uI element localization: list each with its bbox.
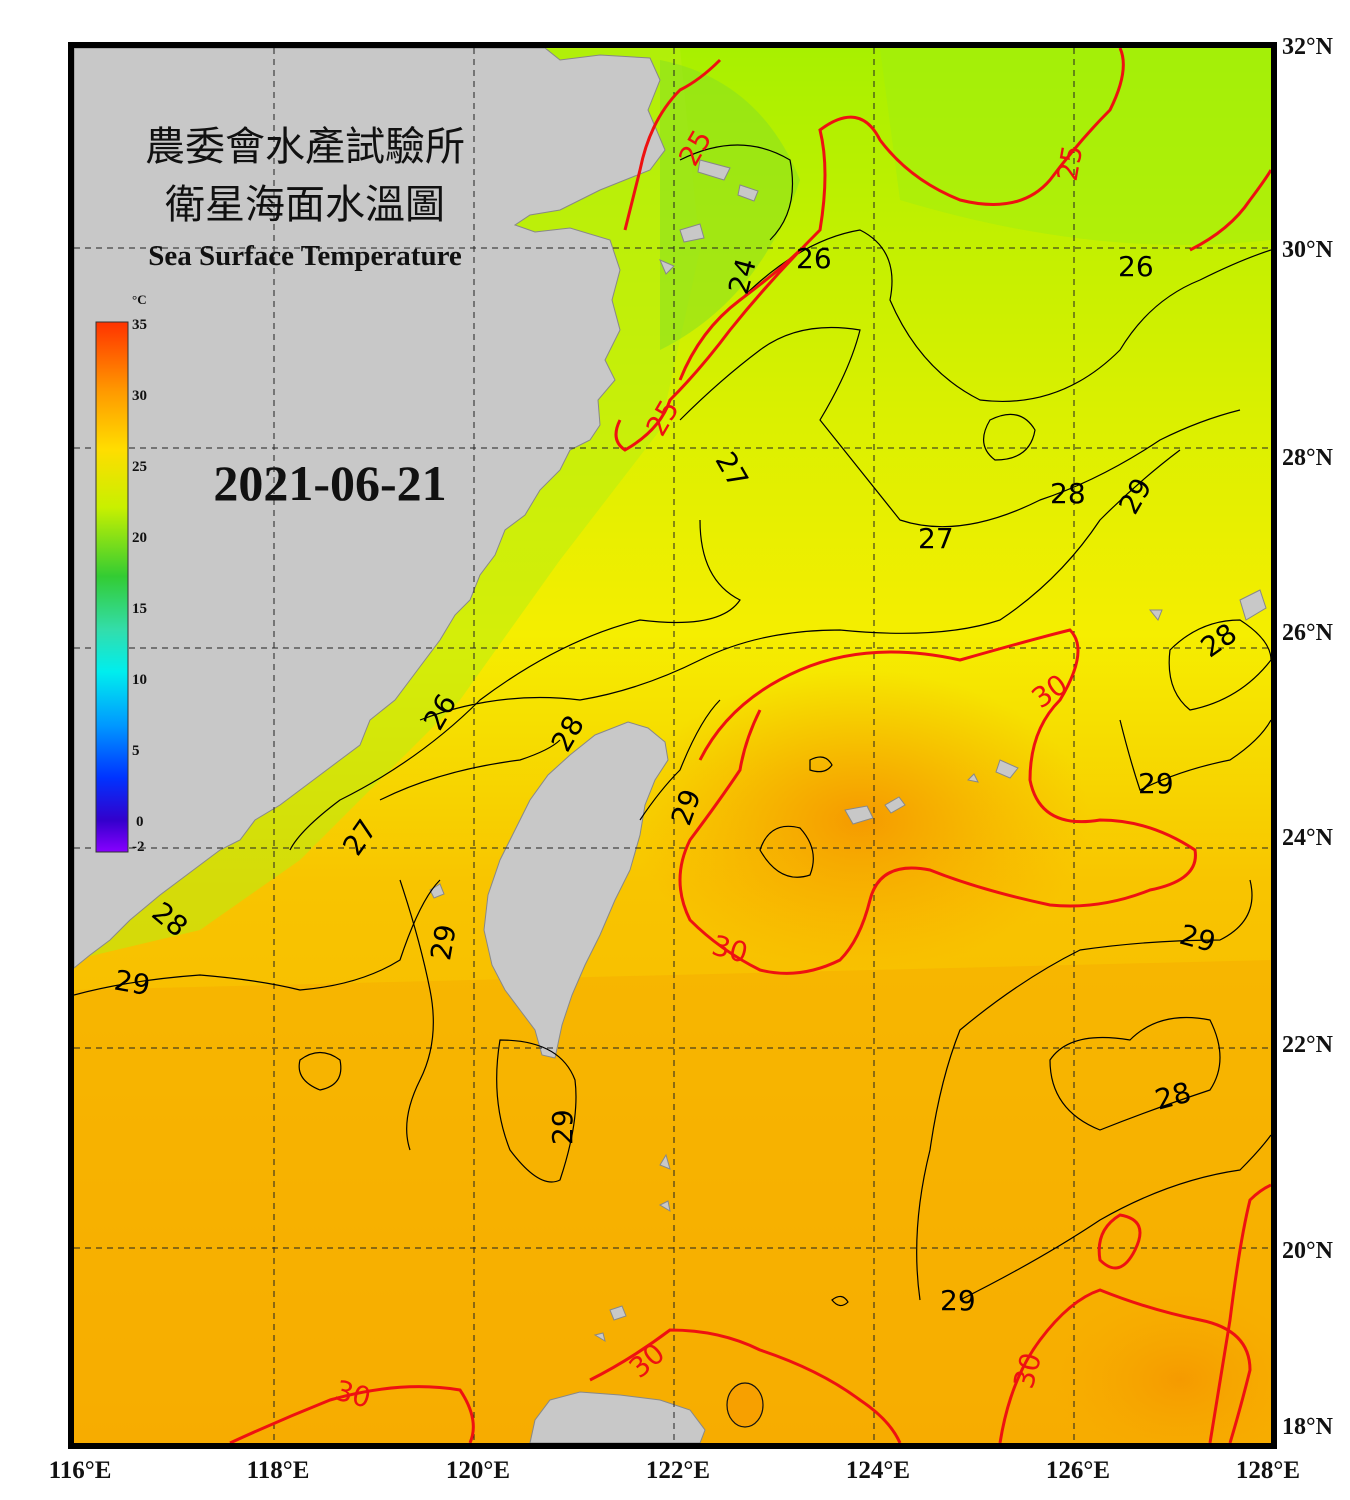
lon-label-122: 122°E bbox=[646, 1457, 710, 1484]
isotherm-28-south bbox=[419, 449, 1181, 721]
colorbar-tick-5: 5 bbox=[132, 743, 140, 759]
isotherm-27-west bbox=[289, 519, 741, 851]
isotherm-29-taiwan-west bbox=[399, 879, 434, 1151]
isotherm-29-low bbox=[959, 1134, 1271, 1301]
label-29-b: 29 bbox=[1138, 767, 1174, 800]
lat-label-26: 26°N bbox=[1282, 620, 1334, 646]
isotherm-29-small-loop bbox=[809, 756, 833, 773]
isotherm-29-small-loop2 bbox=[831, 1295, 849, 1307]
lat-label-24: 24°N bbox=[1282, 825, 1334, 851]
isotherm-30-kuroshio bbox=[678, 628, 1197, 975]
lon-label-116: 116°E bbox=[49, 1457, 112, 1484]
cold-water-patch bbox=[660, 60, 800, 350]
label-29-f: 29 bbox=[424, 922, 463, 963]
lon-label-124: 124°E bbox=[846, 1457, 910, 1484]
lat-label-20: 20°N bbox=[1282, 1238, 1334, 1264]
isotherm-28-loop-se bbox=[1049, 1016, 1221, 1131]
latitude-labels: 32°N 30°N 28°N 26°N 24°N 22°N 20°N 18°N bbox=[1282, 34, 1334, 1440]
isotherm-30-se bbox=[998, 1288, 1252, 1443]
isotherm-29-southeast bbox=[916, 879, 1253, 1301]
title-en: Sea Surface Temperature bbox=[148, 240, 462, 272]
isotherm-28-coast bbox=[379, 739, 561, 801]
isotherm-25-coastal bbox=[623, 58, 722, 231]
isotherm-28-east bbox=[1168, 619, 1271, 711]
isotherm-30-se-loop bbox=[1097, 1213, 1142, 1270]
lat-label-30: 30°N bbox=[1282, 237, 1334, 263]
label-26-a: 26 bbox=[796, 242, 832, 275]
isotherm-25-ne bbox=[1189, 169, 1271, 252]
isotherms-major bbox=[229, 48, 1271, 1443]
colorbar-unit: °C bbox=[132, 292, 147, 307]
isotherm-24-north bbox=[679, 144, 794, 241]
date-label: 2021-06-21 bbox=[213, 455, 446, 511]
label-26-b: 26 bbox=[1118, 250, 1154, 283]
southern-warm-water bbox=[74, 960, 1271, 1443]
isotherm-25-inner bbox=[614, 48, 1125, 452]
lon-label-120: 120°E bbox=[446, 1457, 510, 1484]
isotherm-30-luzon bbox=[589, 1328, 902, 1443]
colorbar: °C 35 30 25 20 15 10 5 0 -2 bbox=[95, 292, 147, 855]
colorbar-tick-neg2: -2 bbox=[132, 839, 145, 855]
lat-label-18: 18°N bbox=[1282, 1414, 1334, 1440]
label-29-e: 29 bbox=[112, 964, 153, 1003]
isotherm-25-offshore bbox=[678, 248, 802, 381]
label-27-b: 27 bbox=[918, 522, 954, 555]
isotherm-26-loop bbox=[983, 413, 1036, 461]
label-29-h: 29 bbox=[940, 1284, 976, 1317]
longitude-labels: 116°E 118°E 120°E 122°E 124°E 126°E 128°… bbox=[49, 1457, 1300, 1484]
isotherm-29-strait bbox=[639, 699, 721, 821]
colorbar-gradient bbox=[95, 321, 129, 853]
lat-label-32: 32°N bbox=[1282, 34, 1334, 60]
lon-label-118: 118°E bbox=[247, 1457, 310, 1484]
title-zh-line1: 農委會水產試驗所 bbox=[145, 124, 465, 170]
label-28-a: 28 bbox=[1050, 477, 1086, 510]
lon-label-126: 126°E bbox=[1046, 1457, 1110, 1484]
label-25-b: 25 bbox=[1051, 143, 1090, 184]
colorbar-tick-15: 15 bbox=[132, 601, 147, 617]
colorbar-tick-10: 10 bbox=[132, 672, 147, 688]
isotherm-29-east bbox=[1119, 719, 1271, 791]
colorbar-tick-25: 25 bbox=[132, 459, 147, 475]
land-mainland bbox=[74, 48, 666, 969]
colorbar-tick-20: 20 bbox=[132, 530, 147, 546]
label-29-g: 29 bbox=[546, 1109, 579, 1145]
small-islands bbox=[429, 159, 1267, 1428]
isotherm-29-loop bbox=[298, 1051, 342, 1091]
colorbar-tick-35: 35 bbox=[132, 317, 147, 333]
lon-label-128: 128°E bbox=[1236, 1457, 1300, 1484]
isotherm-29-west bbox=[74, 879, 441, 996]
isotherm-27 bbox=[679, 326, 1241, 528]
graticule bbox=[74, 48, 1271, 1443]
map-area: 25 25 25 24 26 26 26 27 27 27 28 28 28 2… bbox=[74, 48, 1271, 1443]
isotherms-minor bbox=[74, 144, 1271, 1307]
map-frame bbox=[68, 42, 1277, 1449]
land-luzon bbox=[529, 1391, 706, 1443]
isotherm-30-south bbox=[229, 1385, 475, 1443]
isotherm-30-core bbox=[759, 825, 814, 878]
lat-label-22: 22°N bbox=[1282, 1032, 1334, 1058]
isotherm-26-north bbox=[739, 229, 1271, 403]
isotherm-30-east bbox=[1208, 1183, 1271, 1443]
title-block: 農委會水產試驗所 衛星海面水溫圖 Sea Surface Temperature… bbox=[145, 124, 465, 511]
isotherm-29-taiwan-south bbox=[496, 1039, 577, 1183]
colorbar-tick-30: 30 bbox=[132, 388, 147, 404]
lat-label-28: 28°N bbox=[1282, 445, 1334, 471]
colorbar-ticks: 35 30 25 20 15 10 5 0 -2 bbox=[132, 317, 147, 855]
land-taiwan bbox=[483, 721, 669, 1059]
title-zh-line2: 衛星海面水溫圖 bbox=[165, 182, 445, 228]
colorbar-tick-0: 0 bbox=[136, 814, 144, 830]
